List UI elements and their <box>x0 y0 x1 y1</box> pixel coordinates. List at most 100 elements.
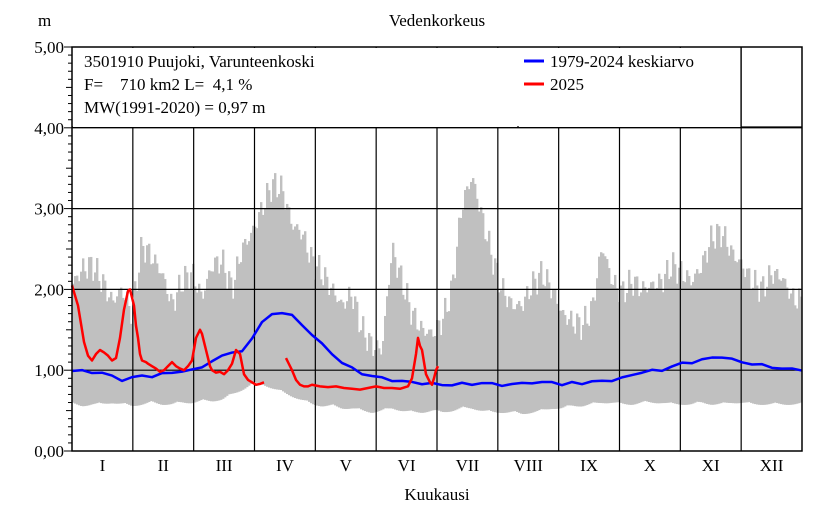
range-band-bar <box>742 268 745 403</box>
range-band-bar <box>152 263 155 402</box>
range-band-bar <box>694 273 697 403</box>
range-band-bar <box>348 286 351 409</box>
range-band-bar <box>670 276 673 403</box>
range-band-bar <box>650 282 653 403</box>
range-band-bar <box>552 290 555 409</box>
range-band-bar <box>300 239 303 400</box>
range-band-bar <box>470 181 473 409</box>
range-band-bar <box>628 269 631 405</box>
range-band-bar <box>482 213 485 411</box>
range-band-bar <box>384 315 387 409</box>
legend-label-2025: 2025 <box>550 75 584 94</box>
range-band-bar <box>154 254 157 403</box>
range-band-bar <box>568 319 571 406</box>
x-tick-label: IX <box>580 456 598 475</box>
range-band-bar <box>478 211 481 411</box>
range-band-bar <box>214 257 217 402</box>
range-band-bar <box>532 271 535 413</box>
range-band-bar <box>372 355 375 413</box>
x-tick-label: I <box>100 456 106 475</box>
range-band-bar <box>382 340 385 410</box>
range-band-bar <box>460 218 463 408</box>
range-band-bar <box>96 258 99 404</box>
range-band-bar <box>800 296 803 403</box>
range-band-bar <box>758 301 761 405</box>
range-band-bar <box>336 302 339 407</box>
range-band-bar <box>242 242 245 390</box>
range-band-bar <box>130 323 133 406</box>
range-band-bar <box>660 279 663 404</box>
range-band-bar <box>676 283 679 405</box>
range-band-bar <box>596 278 599 403</box>
range-band-bar <box>678 267 681 405</box>
range-band-bar <box>644 287 647 401</box>
range-band-bar <box>340 299 343 409</box>
range-band-bar <box>668 279 671 403</box>
x-tick-label: XII <box>760 456 784 475</box>
x-tick-label: IV <box>276 456 295 475</box>
range-band-bar <box>614 274 617 403</box>
info-box: 3501910 Puujoki, Varunteenkoski F= 710 k… <box>84 52 315 117</box>
range-band-bar <box>606 259 609 404</box>
range-band-bar <box>500 290 503 414</box>
series-lines <box>70 285 803 391</box>
range-band-bar <box>544 286 547 410</box>
range-band-bar <box>664 273 667 404</box>
range-band-bar <box>272 179 275 389</box>
range-band-bar <box>298 229 301 400</box>
range-band-bar <box>208 270 211 401</box>
range-band-bar <box>126 291 129 404</box>
range-band-bar <box>458 217 461 409</box>
range-band-bar <box>146 245 149 403</box>
range-band-bar <box>100 291 103 404</box>
range-band-bar <box>730 245 733 404</box>
range-band-bar <box>160 273 163 405</box>
range-band-bar <box>238 263 241 392</box>
range-band-bar <box>732 249 735 404</box>
range-band-bar <box>528 299 531 414</box>
range-band-bar <box>282 191 285 392</box>
range-band-bar <box>114 302 117 404</box>
range-band-bar <box>142 245 145 405</box>
range-band-bar <box>724 226 727 403</box>
range-band-bar <box>396 277 399 411</box>
range-band-bar <box>260 202 263 384</box>
range-band-bar <box>278 193 281 390</box>
range-band-bar <box>222 249 225 399</box>
range-band-bar <box>148 243 151 402</box>
mean-water-level: MW(1991-2020) = 0,97 m <box>84 98 265 117</box>
range-band-bar <box>472 178 475 410</box>
range-band-bar <box>736 262 739 404</box>
chart-title: Vedenkorkeus <box>389 11 485 30</box>
range-band-bar <box>80 271 83 406</box>
range-band-bar <box>540 261 543 410</box>
range-band-bar <box>554 289 557 409</box>
range-band-bar <box>164 279 167 405</box>
range-band-bar <box>442 318 445 413</box>
range-band-bar <box>688 276 691 405</box>
range-band-bar <box>106 301 109 404</box>
range-band-bar <box>756 285 759 405</box>
range-band-bar <box>426 333 429 413</box>
range-band-bar <box>352 309 355 409</box>
range-band-bar <box>98 280 101 403</box>
range-band-bar <box>696 269 699 402</box>
range-band-bar <box>90 256 93 405</box>
range-band-bar <box>480 207 483 411</box>
range-band-bar <box>108 297 111 404</box>
range-band-bar <box>284 209 287 393</box>
range-band-bar <box>454 278 457 411</box>
range-band-bar <box>622 281 625 404</box>
range-band-bar <box>766 286 769 405</box>
range-band-bar <box>226 288 229 396</box>
range-band-bar <box>304 231 307 401</box>
range-band-bar <box>722 236 725 403</box>
range-band-bar <box>594 300 597 403</box>
range-band-bar <box>296 224 299 399</box>
range-band-bar <box>92 280 95 405</box>
range-band-bar <box>524 296 527 414</box>
range-band-bar <box>156 263 159 404</box>
range-band-bar <box>780 280 783 405</box>
range-band-bar <box>718 226 721 404</box>
